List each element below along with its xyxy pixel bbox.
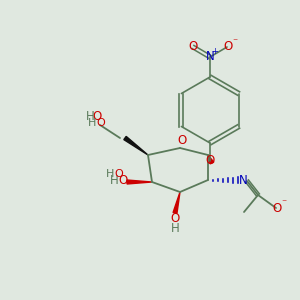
Text: O: O: [97, 118, 105, 128]
Text: ⁻: ⁻: [232, 37, 238, 47]
Text: O: O: [177, 134, 187, 148]
Polygon shape: [127, 180, 152, 184]
Text: O: O: [188, 40, 198, 53]
Text: H: H: [85, 110, 94, 124]
Text: O: O: [115, 169, 123, 179]
Text: O: O: [118, 175, 127, 188]
Text: +: +: [212, 47, 218, 56]
Text: O: O: [92, 110, 102, 124]
Text: O: O: [206, 154, 214, 167]
Text: N: N: [238, 173, 247, 187]
Text: O: O: [224, 40, 232, 53]
Polygon shape: [124, 136, 148, 155]
Text: O: O: [170, 212, 180, 226]
Text: H: H: [88, 118, 96, 128]
Polygon shape: [208, 155, 214, 164]
Text: H: H: [110, 175, 118, 188]
Text: H: H: [171, 223, 179, 236]
Text: N: N: [206, 50, 214, 64]
Polygon shape: [173, 192, 180, 214]
Text: H: H: [106, 169, 114, 179]
Text: ⁻: ⁻: [281, 198, 286, 208]
Text: O: O: [272, 202, 282, 214]
